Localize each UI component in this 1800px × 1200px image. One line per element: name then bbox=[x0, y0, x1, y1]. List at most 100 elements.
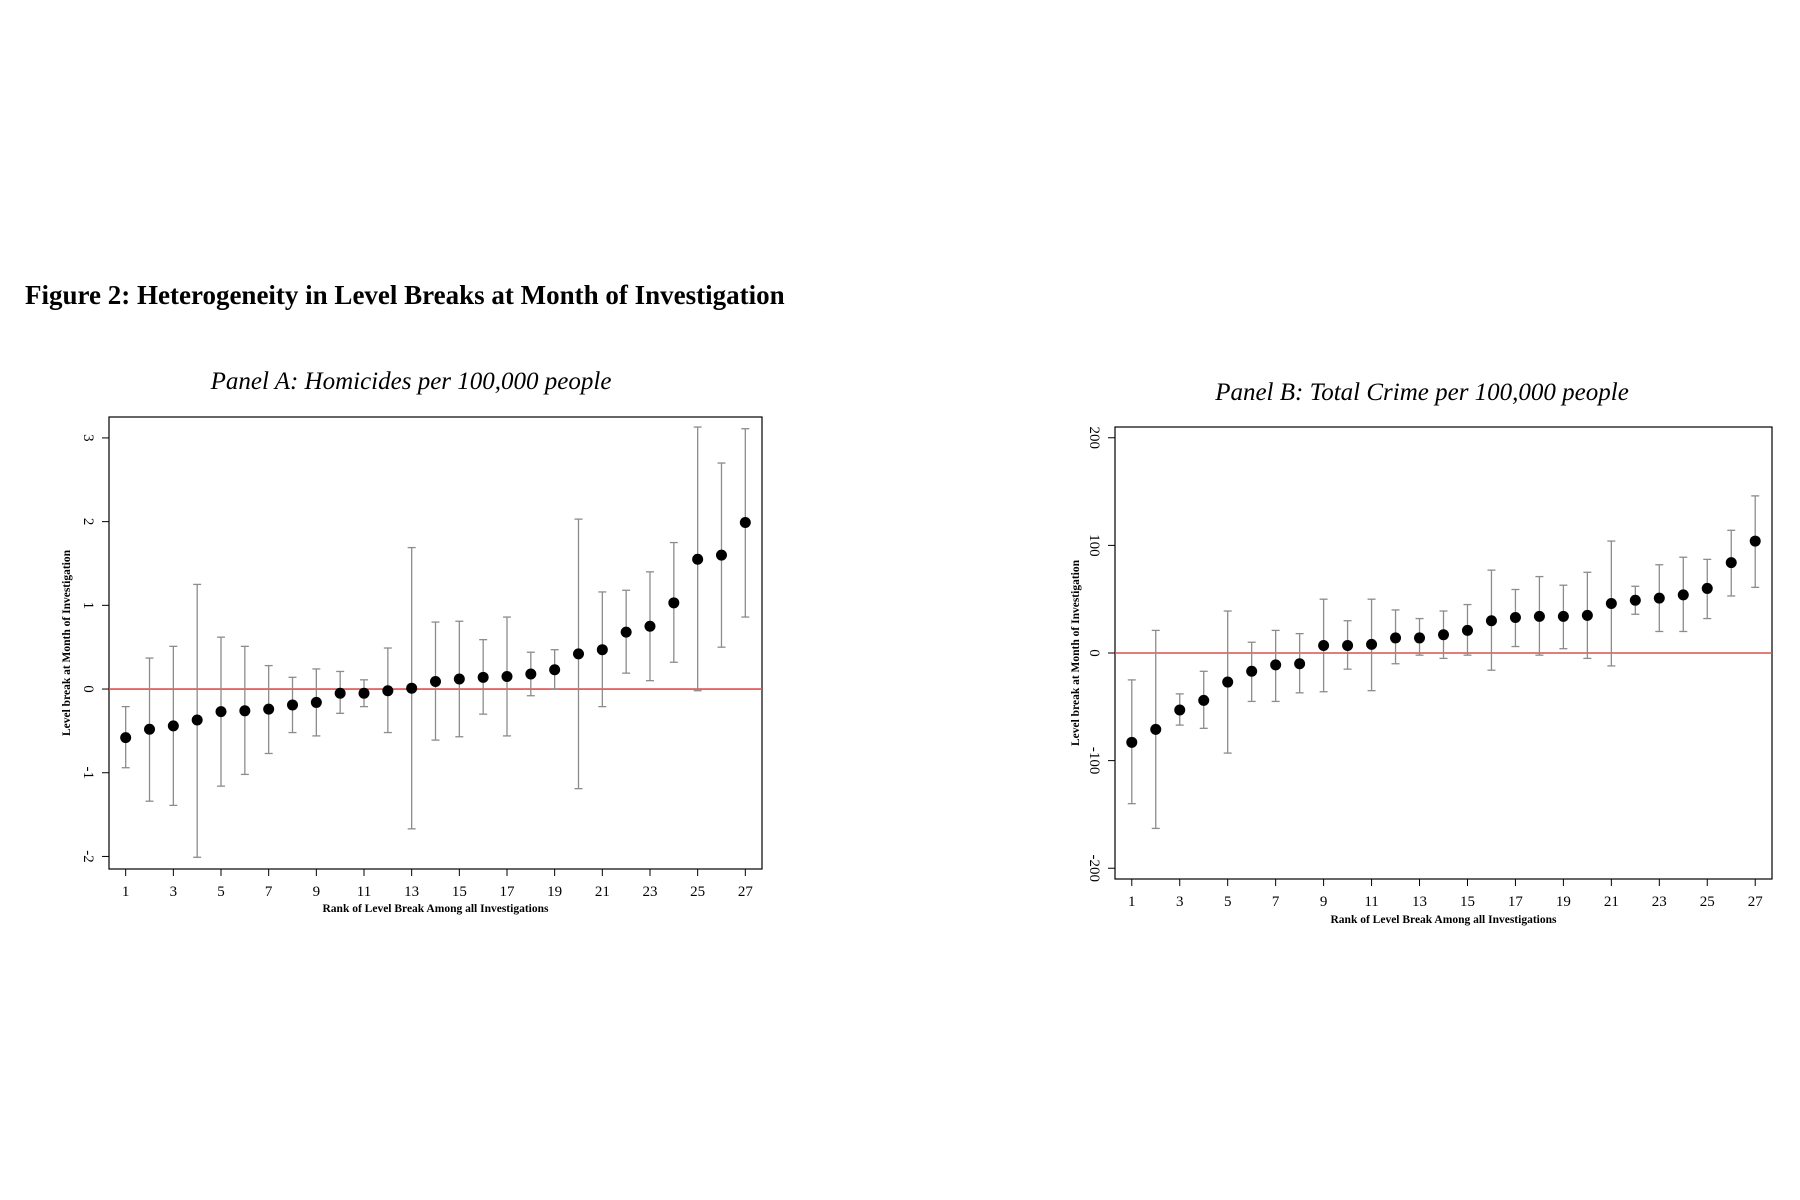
panel-a-data-point bbox=[572, 648, 584, 660]
panel-a-data-point bbox=[620, 626, 632, 638]
panel-a-data-point bbox=[382, 685, 394, 697]
panel-b-data-point bbox=[1126, 736, 1138, 748]
panel-b-x-tick-label: 27 bbox=[1748, 894, 1764, 910]
panel-a-x-tick-label: 27 bbox=[738, 884, 754, 900]
panel-b-y-tick-label: 200 bbox=[1086, 427, 1102, 450]
panel-b-y-tick-label: 100 bbox=[1086, 534, 1102, 557]
panel-b-title: Panel B: Total Crime per 100,000 people bbox=[1214, 379, 1629, 406]
panel-a-data-point bbox=[596, 644, 608, 656]
panel-a-x-tick-label: 21 bbox=[595, 884, 610, 900]
panel-b-data-point bbox=[1246, 665, 1258, 677]
panel-b-data-point bbox=[1581, 609, 1593, 621]
panel-a-data-point bbox=[358, 687, 370, 699]
panel-a-x-tick-label: 19 bbox=[547, 884, 562, 900]
panel-a-data-point bbox=[453, 673, 465, 685]
panel-a-data-point bbox=[334, 687, 346, 699]
panel-b-x-tick-label: 19 bbox=[1556, 894, 1571, 910]
panel-b-x-axis-label: Rank of Level Break Among all Investigat… bbox=[1331, 914, 1557, 926]
panel-b-data-point bbox=[1198, 694, 1210, 706]
panel-a-data-point bbox=[668, 597, 680, 609]
panel-a-data-point bbox=[191, 714, 203, 726]
panel-b-y-axis-label: Level break at Month of Investigation bbox=[1070, 559, 1082, 746]
panel-a-y-tick-label: 2 bbox=[80, 518, 96, 526]
panel-a-data-point bbox=[501, 670, 513, 682]
panel-a-x-tick-label: 9 bbox=[313, 884, 321, 900]
panel-a-data-point bbox=[310, 696, 322, 708]
panel-b-data-point bbox=[1342, 639, 1354, 651]
panel-a-data-point bbox=[477, 671, 489, 683]
panel-b-x-tick-label: 9 bbox=[1320, 894, 1328, 910]
panel-b-x-tick-label: 3 bbox=[1176, 894, 1184, 910]
panel-a-data-point bbox=[167, 720, 179, 732]
panel-b-y-tick-label: -100 bbox=[1086, 747, 1102, 775]
panel-b-x-tick-label: 21 bbox=[1604, 894, 1619, 910]
panel-a-x-tick-label: 25 bbox=[690, 884, 705, 900]
panel-a-y-tick-label: 1 bbox=[80, 602, 96, 610]
panel-b-data-point bbox=[1629, 594, 1641, 606]
panel-b-x-tick-label: 1 bbox=[1128, 894, 1136, 910]
panel-a-x-tick-label: 7 bbox=[265, 884, 273, 900]
panel-a-x-tick-label: 23 bbox=[642, 884, 657, 900]
panel-b-x-tick-label: 13 bbox=[1412, 894, 1427, 910]
panel-b-x-tick-label: 25 bbox=[1700, 894, 1715, 910]
panel-b-data-point bbox=[1150, 723, 1162, 735]
panel-b-data-point bbox=[1653, 592, 1665, 604]
panel-b-data-point bbox=[1605, 597, 1617, 609]
panel-a-x-tick-label: 11 bbox=[357, 884, 371, 900]
panel-a-data-point bbox=[644, 620, 656, 632]
panel-b-data-point bbox=[1725, 557, 1737, 569]
panel-a-data-point bbox=[525, 668, 537, 680]
panel-a-data-point bbox=[430, 676, 441, 688]
panel-a-data-point bbox=[549, 664, 561, 676]
panel-b-data-point bbox=[1485, 615, 1497, 627]
panel-b-y-tick-label: 0 bbox=[1086, 649, 1102, 657]
panel-b-data-point bbox=[1294, 658, 1306, 670]
panel-a-y-axis-label: Level break at Month of Investigation bbox=[61, 549, 73, 736]
panel-b-x-tick-label: 7 bbox=[1272, 894, 1280, 910]
panel-b-x-tick-label: 23 bbox=[1652, 894, 1667, 910]
panel-a-y-tick-label: 0 bbox=[80, 685, 96, 693]
panel-b-y-tick-label: -200 bbox=[1086, 854, 1102, 882]
panel-a-x-tick-label: 13 bbox=[404, 884, 419, 900]
panel-a-data-point bbox=[263, 703, 275, 715]
panel-b-data-point bbox=[1438, 629, 1449, 641]
panel-a-x-axis-label: Rank of Level Break Among all Investigat… bbox=[323, 903, 549, 915]
panel-b-x-tick-label: 11 bbox=[1364, 894, 1378, 910]
panel-a-data-point bbox=[144, 723, 156, 735]
panel-a-x-tick-label: 17 bbox=[499, 884, 515, 900]
panel-b-data-point bbox=[1222, 676, 1234, 688]
panel-a-data-point bbox=[239, 705, 251, 717]
panel-b-data-point bbox=[1557, 610, 1569, 622]
panel-a-chart: Panel A: Homicides per 100,000 people -2 -… bbox=[61, 368, 763, 915]
panel-a-plot-frame bbox=[108, 416, 763, 870]
panel-b-x-tick-label: 15 bbox=[1460, 894, 1475, 910]
panel-a-data-point bbox=[120, 732, 132, 744]
panel-a-data-point bbox=[215, 706, 227, 718]
panel-a-data-point bbox=[739, 516, 751, 528]
panel-a-y-tick-label: -1 bbox=[80, 766, 96, 779]
panel-a-data-point bbox=[406, 682, 418, 694]
panel-b-data-point bbox=[1318, 639, 1330, 651]
panel-b-data-point bbox=[1677, 589, 1689, 601]
panel-a-data-point bbox=[715, 549, 727, 561]
panel-b-data-point bbox=[1270, 659, 1282, 671]
panel-a-title: Panel A: Homicides per 100,000 people bbox=[210, 368, 612, 395]
panel-a-x-tick-label: 1 bbox=[122, 884, 130, 900]
panel-b-data-point bbox=[1461, 624, 1473, 636]
panel-b-data-point bbox=[1533, 610, 1545, 622]
panel-b-data-point bbox=[1701, 582, 1713, 594]
panel-a-x-tick-label: 15 bbox=[452, 884, 467, 900]
panel-a-x-tick-label: 5 bbox=[217, 884, 225, 900]
panel-b-x-tick-label: 17 bbox=[1508, 894, 1524, 910]
panel-a-y-tick-label: -2 bbox=[80, 850, 96, 863]
panel-b-data-point bbox=[1390, 632, 1402, 644]
panel-b-data-point bbox=[1174, 704, 1186, 716]
panel-b-data-point bbox=[1414, 632, 1426, 644]
panel-a-x-tick-label: 3 bbox=[170, 884, 178, 900]
panel-b-data-point bbox=[1366, 638, 1378, 650]
figure-title: Figure 2: Heterogeneity in Level Breaks … bbox=[25, 280, 785, 310]
panel-a-data-point bbox=[287, 699, 299, 711]
panel-b-data-point bbox=[1509, 611, 1521, 623]
panel-b-x-tick-label: 5 bbox=[1224, 894, 1232, 910]
